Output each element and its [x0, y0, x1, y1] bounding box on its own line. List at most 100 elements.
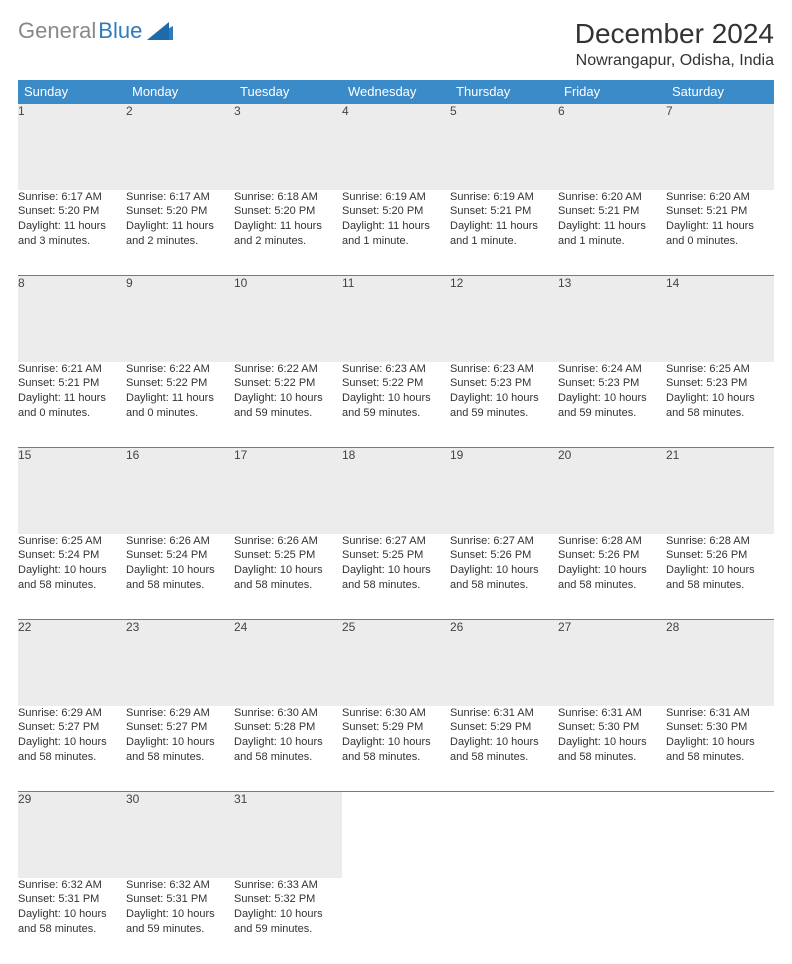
day-number: 26 — [450, 620, 558, 706]
day-number: 10 — [234, 276, 342, 362]
sunrise: Sunrise: 6:26 AM — [126, 534, 234, 549]
day-cell: Sunrise: 6:31 AMSunset: 5:30 PMDaylight:… — [666, 706, 774, 792]
day-number: 21 — [666, 448, 774, 534]
sunrise: Sunrise: 6:19 AM — [450, 190, 558, 205]
daylight-line1: Daylight: 10 hours — [234, 735, 342, 750]
sunset: Sunset: 5:20 PM — [18, 204, 126, 219]
day-number — [342, 792, 450, 878]
weekday-header: Wednesday — [342, 80, 450, 104]
daynum-row: 891011121314 — [18, 276, 774, 362]
day-cell: Sunrise: 6:19 AMSunset: 5:21 PMDaylight:… — [450, 190, 558, 276]
sunrise: Sunrise: 6:23 AM — [450, 362, 558, 377]
sunset: Sunset: 5:30 PM — [558, 720, 666, 735]
daylight-line2: and 58 minutes. — [666, 578, 774, 593]
day-cell: Sunrise: 6:30 AMSunset: 5:29 PMDaylight:… — [342, 706, 450, 792]
day-cell: Sunrise: 6:25 AMSunset: 5:24 PMDaylight:… — [18, 534, 126, 620]
day-number: 7 — [666, 104, 774, 190]
daylight-line1: Daylight: 10 hours — [666, 563, 774, 578]
day-cell: Sunrise: 6:17 AMSunset: 5:20 PMDaylight:… — [126, 190, 234, 276]
daylight-line2: and 58 minutes. — [18, 922, 126, 937]
sunset: Sunset: 5:28 PM — [234, 720, 342, 735]
day-number: 3 — [234, 104, 342, 190]
weekday-header: Monday — [126, 80, 234, 104]
sunset: Sunset: 5:26 PM — [450, 548, 558, 563]
day-number: 31 — [234, 792, 342, 878]
month-title: December 2024 — [575, 18, 774, 50]
daylight-line1: Daylight: 10 hours — [126, 735, 234, 750]
day-number: 4 — [342, 104, 450, 190]
daylight-line2: and 58 minutes. — [342, 578, 450, 593]
sunset: Sunset: 5:21 PM — [666, 204, 774, 219]
sunset: Sunset: 5:21 PM — [18, 376, 126, 391]
day-number: 9 — [126, 276, 234, 362]
day-cell: Sunrise: 6:26 AMSunset: 5:25 PMDaylight:… — [234, 534, 342, 620]
daylight-line1: Daylight: 10 hours — [18, 907, 126, 922]
daylight-line2: and 59 minutes. — [126, 922, 234, 937]
daylight-line1: Daylight: 10 hours — [18, 735, 126, 750]
daylight-line1: Daylight: 10 hours — [666, 391, 774, 406]
header: GeneralBlue December 2024 Nowrangapur, O… — [18, 18, 774, 70]
title-block: December 2024 Nowrangapur, Odisha, India — [575, 18, 774, 70]
day-number: 30 — [126, 792, 234, 878]
daylight-line2: and 0 minutes. — [126, 406, 234, 421]
daylight-line2: and 58 minutes. — [342, 750, 450, 765]
day-cell: Sunrise: 6:19 AMSunset: 5:20 PMDaylight:… — [342, 190, 450, 276]
daylight-line2: and 1 minute. — [342, 234, 450, 249]
sunrise: Sunrise: 6:28 AM — [558, 534, 666, 549]
daylight-line2: and 59 minutes. — [342, 406, 450, 421]
sunset: Sunset: 5:21 PM — [450, 204, 558, 219]
day-cell: Sunrise: 6:26 AMSunset: 5:24 PMDaylight:… — [126, 534, 234, 620]
sunset: Sunset: 5:25 PM — [342, 548, 450, 563]
daylight-line2: and 58 minutes. — [558, 578, 666, 593]
logo: GeneralBlue — [18, 18, 173, 44]
sunrise: Sunrise: 6:26 AM — [234, 534, 342, 549]
sunset: Sunset: 5:24 PM — [18, 548, 126, 563]
daylight-line2: and 58 minutes. — [126, 750, 234, 765]
sunrise: Sunrise: 6:24 AM — [558, 362, 666, 377]
sunset: Sunset: 5:29 PM — [342, 720, 450, 735]
sunset: Sunset: 5:22 PM — [234, 376, 342, 391]
day-number: 25 — [342, 620, 450, 706]
daylight-line1: Daylight: 10 hours — [450, 563, 558, 578]
day-cell: Sunrise: 6:29 AMSunset: 5:27 PMDaylight:… — [18, 706, 126, 792]
sunset: Sunset: 5:23 PM — [666, 376, 774, 391]
daylight-line1: Daylight: 11 hours — [18, 219, 126, 234]
sunset: Sunset: 5:23 PM — [558, 376, 666, 391]
logo-text-gray: General — [18, 18, 96, 44]
daylight-line1: Daylight: 10 hours — [342, 391, 450, 406]
daylight-line1: Daylight: 10 hours — [450, 391, 558, 406]
sunrise: Sunrise: 6:31 AM — [666, 706, 774, 721]
sunrise: Sunrise: 6:17 AM — [18, 190, 126, 205]
daylight-line2: and 58 minutes. — [450, 578, 558, 593]
sunrise: Sunrise: 6:21 AM — [18, 362, 126, 377]
detail-row: Sunrise: 6:21 AMSunset: 5:21 PM Daylight:… — [18, 362, 774, 448]
day-number: 8 — [18, 276, 126, 362]
day-number: 16 — [126, 448, 234, 534]
daylight-line1: Daylight: 10 hours — [558, 735, 666, 750]
sunrise: Sunrise: 6:25 AM — [18, 534, 126, 549]
daylight-line1: Daylight: 11 hours — [126, 219, 234, 234]
day-cell — [342, 878, 450, 964]
daylight-line1: Daylight: 11 hours — [234, 219, 342, 234]
daylight-line2: and 58 minutes. — [18, 578, 126, 593]
sunset: Sunset: 5:31 PM — [18, 892, 126, 907]
sunrise: Sunrise: 6:32 AM — [18, 878, 126, 893]
daylight-line1: Daylight: 10 hours — [666, 735, 774, 750]
sunrise: Sunrise: 6:30 AM — [234, 706, 342, 721]
day-cell: Sunrise: 6:31 AMSunset: 5:29 PMDaylight:… — [450, 706, 558, 792]
day-cell: Sunrise: 6:23 AMSunset: 5:22 PMDaylight:… — [342, 362, 450, 448]
sunrise: Sunrise: 6:23 AM — [342, 362, 450, 377]
daylight-line1: Daylight: 10 hours — [558, 391, 666, 406]
daylight-line2: and 0 minutes. — [18, 406, 126, 421]
calendar-table: Sunday Monday Tuesday Wednesday Thursday… — [18, 80, 774, 964]
daylight-line2: and 1 minute. — [558, 234, 666, 249]
sunrise: Sunrise: 6:31 AM — [558, 706, 666, 721]
sunset: Sunset: 5:30 PM — [666, 720, 774, 735]
day-number — [666, 792, 774, 878]
location: Nowrangapur, Odisha, India — [575, 52, 774, 70]
day-number: 27 — [558, 620, 666, 706]
sunrise: Sunrise: 6:20 AM — [666, 190, 774, 205]
day-number: 17 — [234, 448, 342, 534]
day-number: 14 — [666, 276, 774, 362]
weekday-header-row: Sunday Monday Tuesday Wednesday Thursday… — [18, 80, 774, 104]
